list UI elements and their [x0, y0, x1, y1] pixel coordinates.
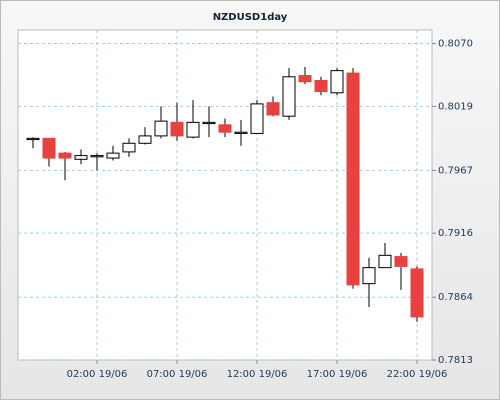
- x-tick-label: 02:00 19/06: [67, 369, 128, 380]
- y-tick-label: 0.7864: [438, 292, 473, 303]
- candle-body: [234, 131, 248, 134]
- candle-body: [362, 267, 376, 285]
- y-tick-label: 0.7916: [438, 228, 473, 239]
- candle-body: [58, 152, 72, 159]
- candle-body: [186, 121, 200, 138]
- candle-body: [90, 155, 104, 158]
- candle-body: [74, 155, 88, 160]
- candle-body: [330, 70, 344, 94]
- candle-body: [170, 121, 184, 137]
- candle-body: [202, 121, 216, 125]
- plot-area: [17, 29, 433, 361]
- y-tick-label: 0.8070: [438, 39, 473, 50]
- x-tick-label: 12:00 19/06: [227, 369, 288, 380]
- candle-body: [138, 135, 152, 144]
- x-tick-label: 22:00 19/06: [387, 369, 448, 380]
- x-tick-label: 07:00 19/06: [147, 369, 208, 380]
- candle-body: [298, 75, 312, 83]
- y-tick-label: 0.7813: [438, 355, 473, 366]
- candle-body: [394, 256, 408, 267]
- candle-body: [106, 152, 120, 159]
- candle-body: [282, 76, 296, 117]
- candle-body: [122, 142, 136, 153]
- y-tick-label: 0.8019: [438, 101, 473, 112]
- x-tick-label: 17:00 19/06: [307, 369, 368, 380]
- candle-body: [266, 102, 280, 116]
- y-tick-label: 0.7967: [438, 165, 473, 176]
- chart-title: NZDUSD1day: [213, 12, 288, 23]
- candle-body: [154, 120, 168, 137]
- candle-body: [218, 124, 232, 133]
- candle-body: [410, 268, 424, 318]
- candle-body: [42, 137, 56, 159]
- candle-body: [378, 254, 392, 269]
- candle-body: [346, 72, 360, 286]
- candle-body: [26, 137, 40, 141]
- candle-body: [250, 103, 264, 134]
- candle-body: [314, 79, 328, 93]
